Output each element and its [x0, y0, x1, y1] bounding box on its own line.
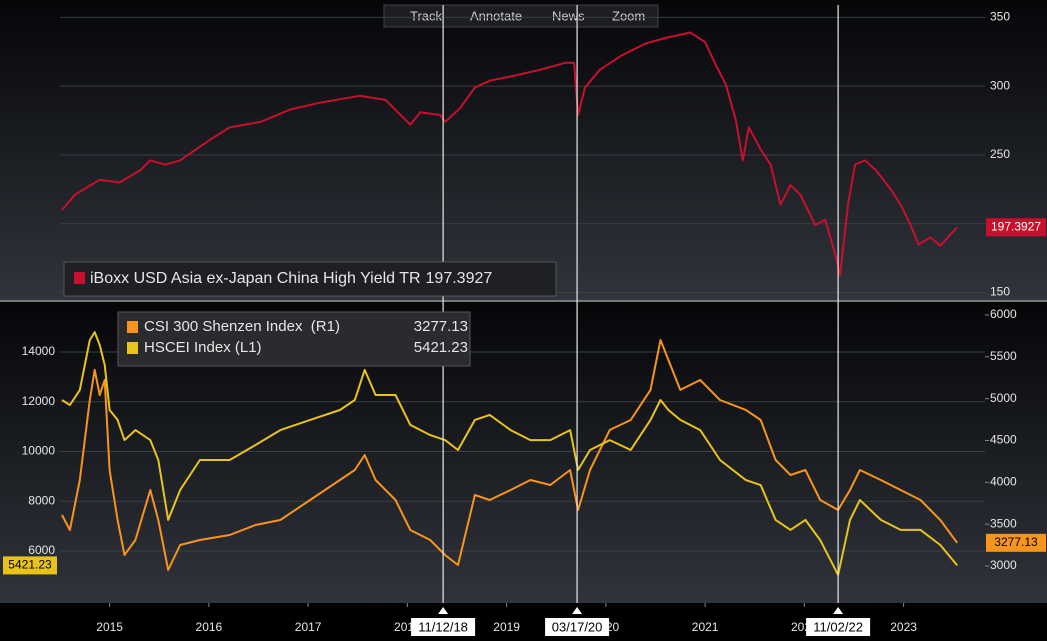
x-axis-bg [0, 603, 1047, 641]
toolbar-button[interactable]: Track [410, 8, 443, 23]
x-tick-label: 2023 [890, 620, 917, 634]
legend-swatch [74, 272, 85, 284]
legend-name: iBoxx USD Asia ex-Japan China High Yield… [90, 270, 421, 287]
legend-box [63, 261, 557, 297]
y2-tick-label: 5000 [990, 391, 1017, 405]
marker-arrow [833, 607, 844, 614]
marker-label: 11/12/18 [418, 619, 468, 634]
y-tick-label: 8000 [28, 493, 55, 507]
y-tick-label: 12000 [22, 394, 56, 408]
marker-box [545, 618, 610, 636]
last-value-tag [986, 533, 1046, 552]
marker-label: 11/02/22 [813, 619, 863, 634]
last-value-label: 197.3927 [991, 219, 1041, 233]
legend-entry: iBoxx USD Asia ex-Japan China High Yield… [90, 270, 492, 287]
legend-value: 197.3927 [426, 270, 493, 287]
y2-tick-label: 4500 [990, 433, 1017, 447]
y2-tick-label: 4000 [990, 475, 1017, 489]
x-tick-label: 2021 [692, 620, 719, 634]
series-line [61, 339, 959, 571]
legend-swatch [127, 342, 138, 354]
x-tick-label: 2019 [493, 620, 520, 634]
y-tick-label: 300 [990, 78, 1010, 92]
y2-tick-label: 3000 [990, 558, 1017, 572]
y2-tick-label: 3500 [990, 516, 1017, 530]
top-panel-bg [0, 0, 1047, 300]
toolbar-button[interactable]: News [552, 8, 585, 23]
y-tick-label: 350 [990, 10, 1010, 24]
last-value-tag [3, 556, 57, 575]
marker-label: 03/17/20 [552, 619, 603, 634]
legend-entry: HSCEI Index (L1) [144, 339, 262, 356]
y-tick-label: 14000 [22, 344, 56, 358]
toolbar [383, 4, 659, 28]
legend-value: 5421.23 [414, 339, 468, 356]
legend-box [117, 311, 471, 367]
last-value-label: 5421.23 [8, 558, 52, 572]
toolbar-button[interactable]: Zoom [612, 8, 645, 23]
last-value-label: 3277.13 [994, 535, 1038, 549]
marker-box [806, 618, 871, 636]
legend-swatch [127, 321, 138, 333]
legend-entry: CSI 300 Shenzen Index (R1) [144, 318, 340, 335]
x-tick-label: 2017 [295, 620, 322, 634]
series-line [61, 331, 958, 576]
y-tick-label: 10000 [22, 444, 56, 458]
y-tick-label: 150 [990, 285, 1010, 299]
marker-arrow [572, 607, 583, 614]
x-tick-label: 2015 [96, 620, 123, 634]
y2-tick-label: 5500 [990, 349, 1017, 363]
y-tick-label: 6000 [28, 543, 55, 557]
last-value-tag [986, 218, 1046, 237]
series-line [61, 31, 958, 276]
y-tick-label: 250 [990, 147, 1010, 161]
toolbar-button[interactable]: Annotate [470, 8, 522, 23]
y2-tick-label: 6000 [990, 307, 1017, 321]
x-tick-label: 2016 [196, 620, 223, 634]
legend-value: 3277.13 [414, 318, 468, 335]
marker-arrow [438, 607, 449, 614]
marker-box [411, 618, 476, 636]
